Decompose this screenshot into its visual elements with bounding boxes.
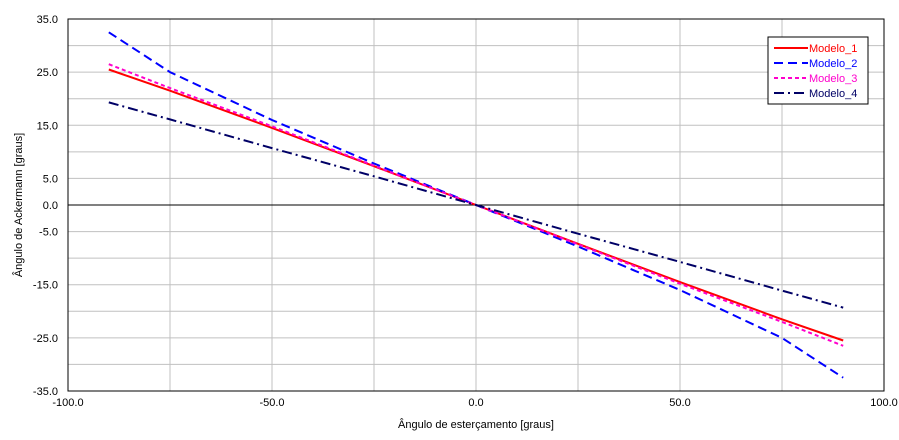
legend: Modelo_1 Modelo_2 Modelo_3 Modelo_4 [767,36,869,105]
x-tick-label: 100.0 [870,397,898,409]
series-line-modelo-4 [108,101,844,309]
x-axis-title: Ângulo de esterçamento [graus] [398,418,554,431]
legend-label: Modelo_3 [809,73,857,85]
y-tick-label: 15.0 [37,120,58,132]
legend-label: Modelo_1 [809,43,857,55]
y-tick-label: -5.0 [39,227,58,239]
plot-frame [67,18,885,392]
y-tick-label: -15.0 [33,280,58,292]
legend-label: Modelo_2 [809,58,857,70]
y-tick-label: 35.0 [37,14,58,26]
tick-labels: -100.0 -50.0 0.0 50.0 100.0 -35.0 -25.0 -15.0 -5… [33,14,898,409]
x-tick-label: -50.0 [259,397,284,409]
y-tick-label: -35.0 [33,386,58,398]
x-tick-label: -100.0 [52,397,83,409]
x-tick-label: 50.0 [669,397,690,409]
y-tick-label: 5.0 [43,173,58,185]
y-tick-label: 25.0 [37,67,58,79]
series-lines [108,31,844,379]
legend-label: Modelo_4 [809,88,857,100]
y-tick-label: 0.0 [43,200,58,212]
y-axis-title: Ângulo de Ackermann [graus] [12,133,25,277]
y-tick-label: -25.0 [33,333,58,345]
grid-lines [67,18,885,392]
x-tick-label: 0.0 [468,397,483,409]
